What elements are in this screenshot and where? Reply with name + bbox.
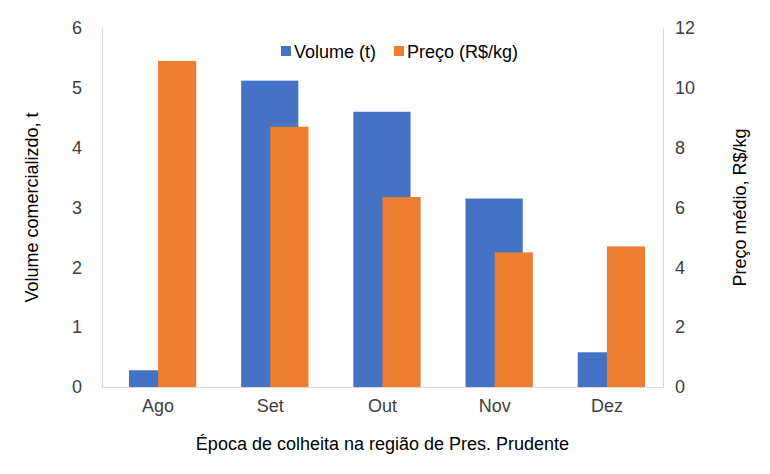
axis-line bbox=[663, 29, 664, 388]
tick-label: 4 bbox=[675, 258, 685, 278]
tick-label: Nov bbox=[479, 396, 511, 416]
tick-label: 0 bbox=[72, 377, 82, 397]
tick-label: 6 bbox=[675, 198, 685, 218]
legend-item: Volume (t) bbox=[281, 42, 376, 62]
axis-line bbox=[103, 387, 664, 388]
tick-label: 12 bbox=[675, 18, 695, 38]
tick-label: 4 bbox=[72, 138, 82, 158]
tick: 8 bbox=[663, 138, 685, 158]
tick: 12 bbox=[663, 18, 695, 38]
legend-item: Preço (R$/kg) bbox=[394, 42, 518, 62]
axis: 0 1 2 3 4 5 6 bbox=[72, 18, 103, 397]
tick: Ago bbox=[142, 387, 174, 416]
tick: 4 bbox=[72, 138, 102, 158]
tick-label: 2 bbox=[72, 258, 82, 278]
tick: Nov bbox=[479, 387, 511, 416]
tick-label: 6 bbox=[72, 18, 82, 38]
tick: Dez bbox=[591, 387, 623, 416]
tick-label: Set bbox=[257, 396, 284, 416]
bar bbox=[270, 127, 308, 387]
tick: 1 bbox=[72, 317, 102, 337]
tick: 0 bbox=[72, 377, 102, 397]
bars bbox=[129, 61, 645, 387]
tick-label: Dez bbox=[591, 396, 623, 416]
bar bbox=[495, 252, 533, 387]
tick: 3 bbox=[72, 198, 102, 218]
tick: 6 bbox=[663, 198, 685, 218]
axis-title: Época de colheita na região de Pres. Pru… bbox=[196, 434, 569, 454]
chart: 0123456024681012AgoSetOutNovDezVolume co… bbox=[0, 0, 770, 474]
tick-label: 10 bbox=[675, 78, 695, 98]
tick: 4 bbox=[663, 258, 685, 278]
bar bbox=[607, 246, 645, 387]
tick: Out bbox=[368, 387, 397, 416]
tick-label: 0 bbox=[675, 377, 685, 397]
legend-swatch bbox=[394, 46, 404, 56]
legend-label: Preço (R$/kg) bbox=[407, 42, 518, 62]
axis-line bbox=[102, 29, 103, 388]
bar bbox=[158, 61, 196, 387]
tick: 10 bbox=[663, 78, 695, 98]
legend-swatch bbox=[281, 46, 291, 56]
series bbox=[129, 81, 635, 387]
tick: 2 bbox=[72, 258, 102, 278]
series bbox=[158, 61, 645, 387]
tick: 6 bbox=[72, 18, 102, 38]
axis-title: Preço médio, R$/kg bbox=[730, 128, 750, 286]
tick: 5 bbox=[72, 78, 102, 98]
axis: Ago Set Out Nov Dez bbox=[103, 387, 664, 416]
tick-label: Out bbox=[368, 396, 397, 416]
bar bbox=[383, 197, 421, 387]
tick: Set bbox=[257, 387, 284, 416]
tick: 0 bbox=[663, 377, 685, 397]
tick-label: 1 bbox=[72, 317, 82, 337]
tick-label: Ago bbox=[142, 396, 174, 416]
tick-label: 3 bbox=[72, 198, 82, 218]
tick-label: 5 bbox=[72, 78, 82, 98]
axis-title: Volume comercializdo, t bbox=[22, 112, 42, 302]
tick-label: 2 bbox=[675, 317, 685, 337]
tick: 2 bbox=[663, 317, 685, 337]
axis: 0 2 4 6 8 10 12 bbox=[663, 18, 695, 397]
legend: Volume (t) Preço (R$/kg) bbox=[281, 42, 518, 62]
legend-label: Volume (t) bbox=[294, 42, 376, 62]
tick-label: 8 bbox=[675, 138, 685, 158]
